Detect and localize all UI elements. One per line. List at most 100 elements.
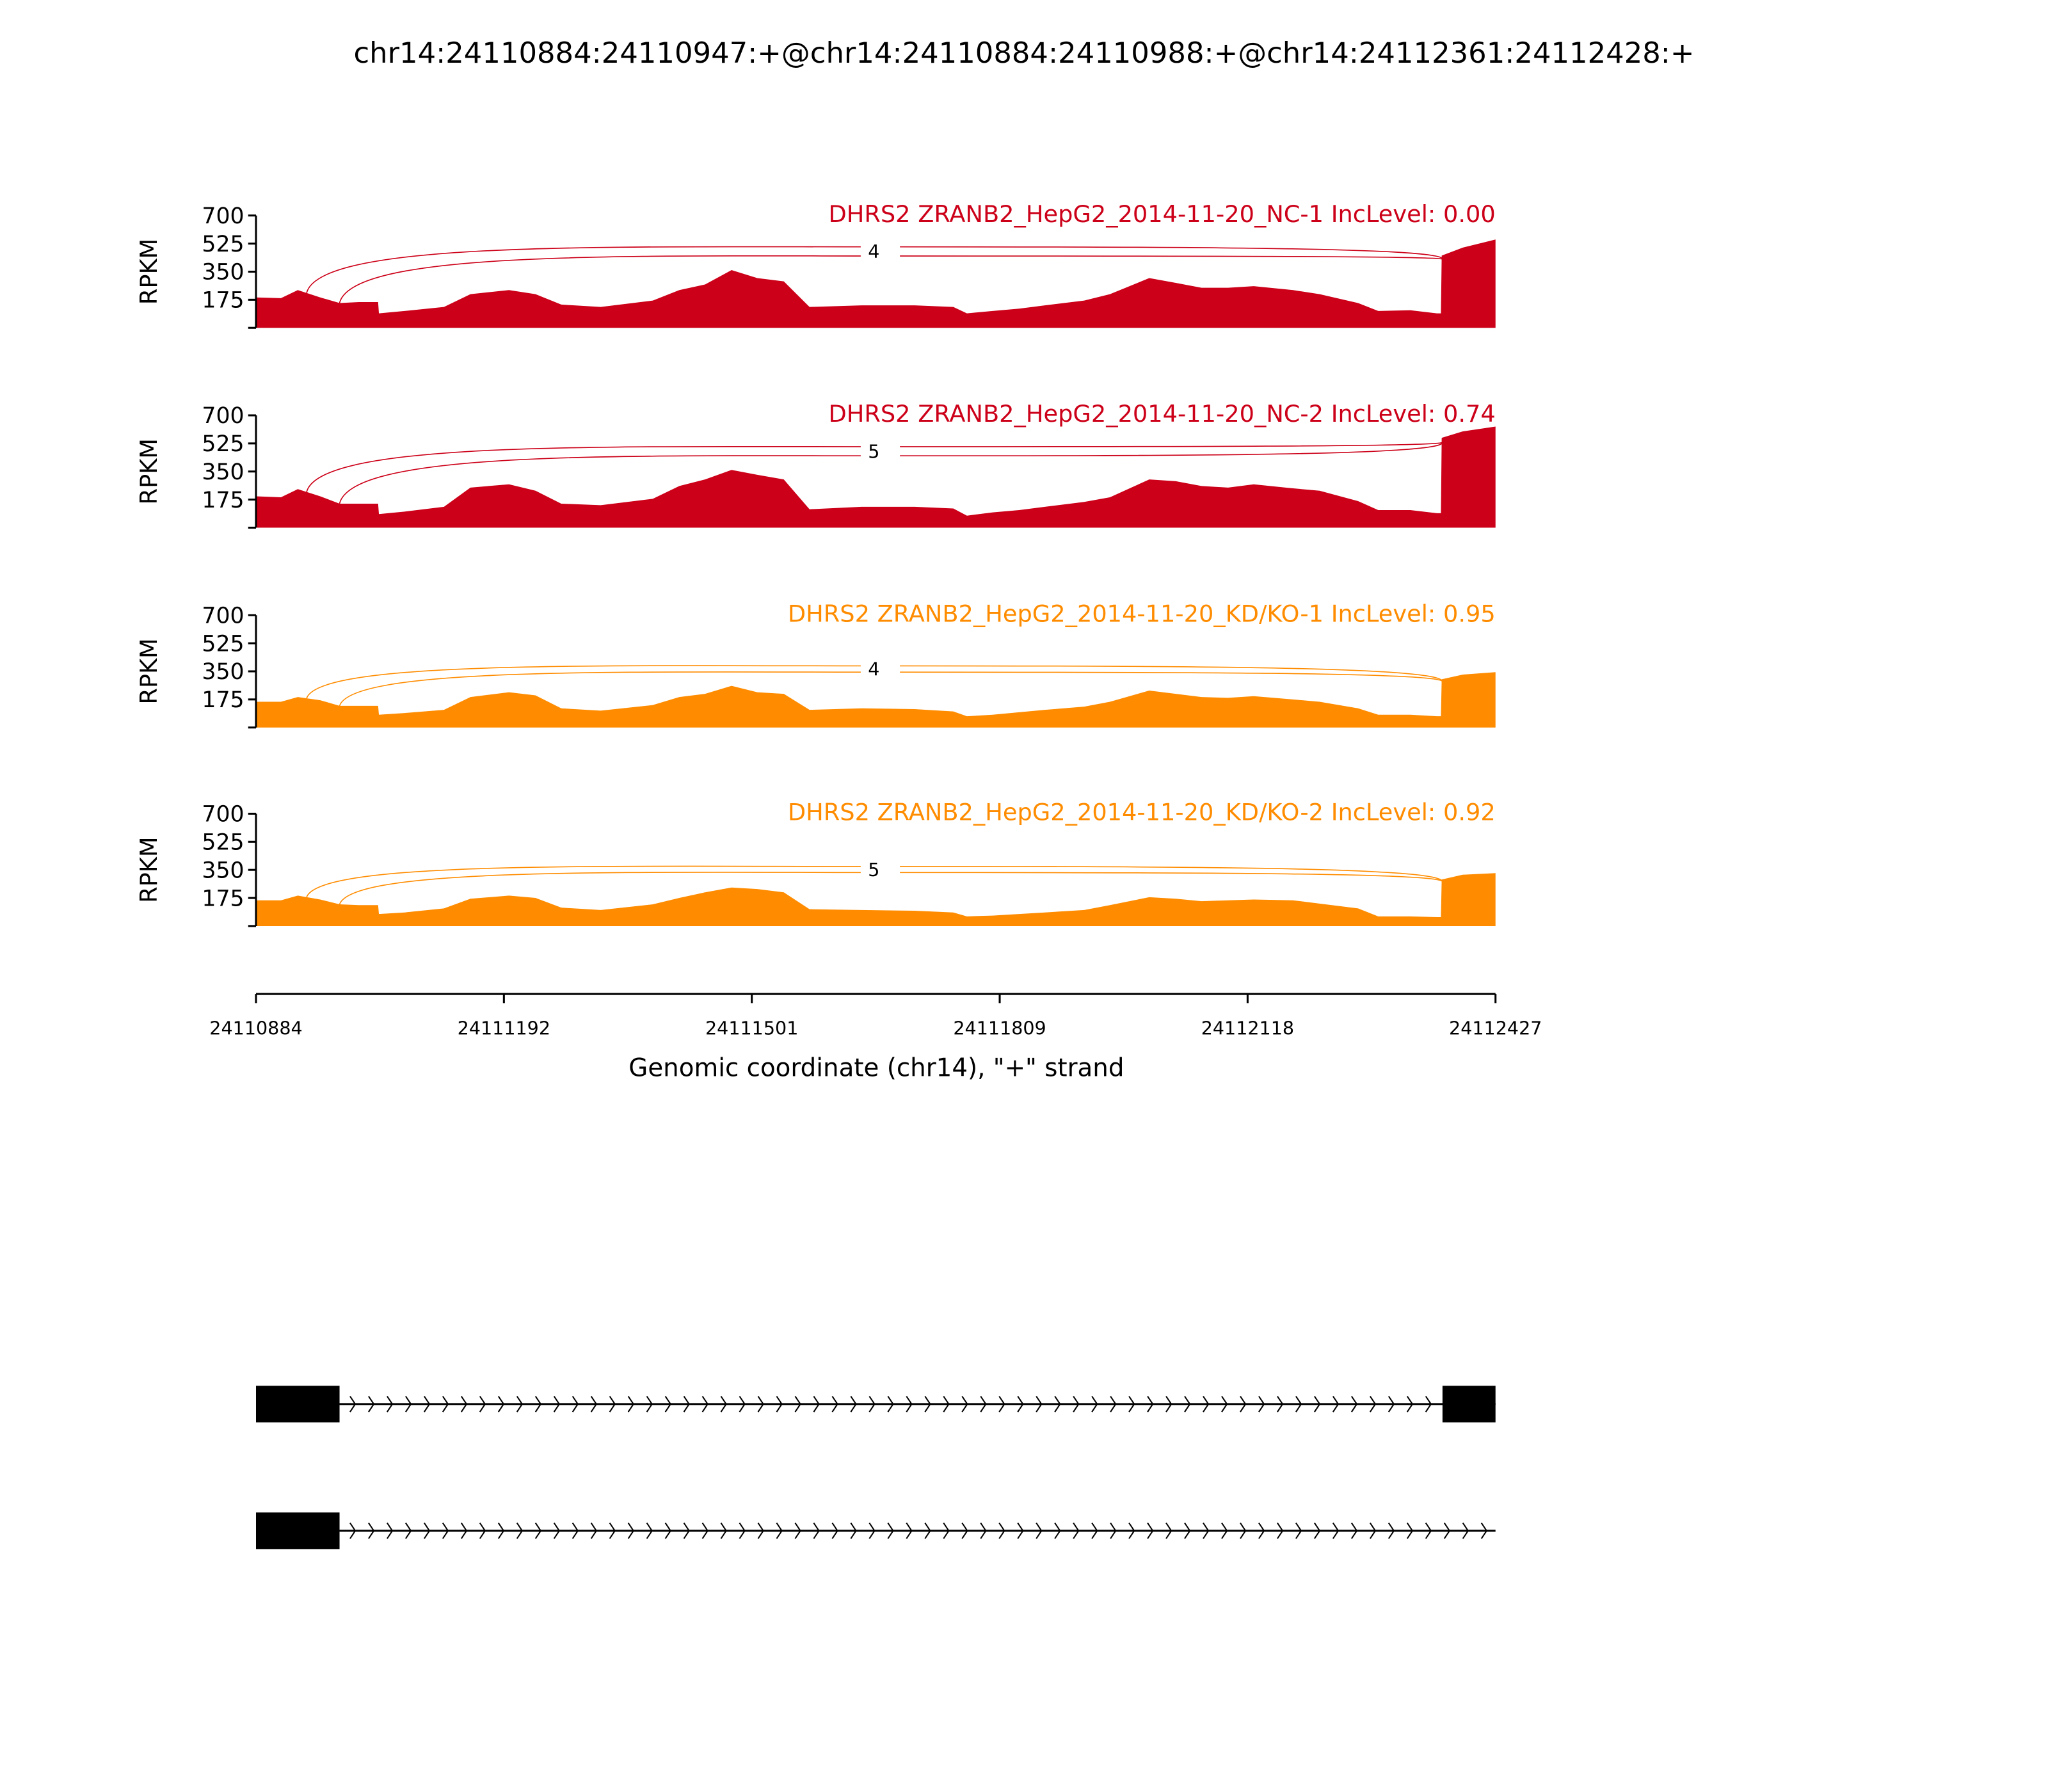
coverage-area — [256, 672, 1496, 728]
strand-arrow-icon — [664, 1523, 671, 1539]
strand-arrow-icon — [1295, 1396, 1302, 1412]
strand-arrow-icon — [683, 1396, 690, 1412]
strand-arrow-icon — [1258, 1396, 1265, 1412]
strand-arrow-icon — [887, 1396, 894, 1412]
exon-block — [256, 1512, 340, 1549]
strand-arrow-icon — [868, 1523, 876, 1539]
strand-arrow-icon — [1388, 1523, 1395, 1539]
strand-arrow-icon — [590, 1523, 598, 1539]
y-tick-label: 700 — [202, 204, 244, 229]
strand-arrow-icon — [1221, 1523, 1228, 1539]
y-tick-label: 350 — [202, 858, 244, 883]
strand-arrow-icon — [349, 1523, 356, 1539]
strand-arrow-icon — [1073, 1523, 1080, 1539]
strand-arrow-icon — [831, 1396, 838, 1412]
strand-arrow-icon — [1406, 1523, 1414, 1539]
strand-arrow-icon — [664, 1396, 671, 1412]
strand-arrow-icon — [757, 1396, 764, 1412]
strand-arrow-icon — [405, 1523, 412, 1539]
strand-arrow-icon — [1203, 1396, 1210, 1412]
figure-title: chr14:24110884:24110947:+@chr14:24110884… — [353, 36, 1694, 70]
junction-label-bg — [860, 239, 900, 264]
junction-label-bg — [860, 439, 900, 463]
y-tick-label: 175 — [202, 488, 244, 513]
y-tick-label: 700 — [202, 403, 244, 429]
strand-arrow-icon — [424, 1523, 431, 1539]
y-tick-label: 175 — [202, 687, 244, 713]
strand-arrow-icon — [1054, 1523, 1061, 1539]
x-axis: Genomic coordinate (chr14), "+" strand 2… — [209, 993, 1542, 1083]
y-tick-label: 525 — [202, 431, 244, 457]
strand-arrow-icon — [1147, 1523, 1154, 1539]
strand-arrow-icon — [776, 1523, 783, 1539]
strand-arrow-icon — [831, 1523, 838, 1539]
strand-arrow-icon — [850, 1396, 857, 1412]
strand-arrow-icon — [1406, 1396, 1414, 1412]
strand-arrow-icon — [627, 1396, 635, 1412]
strand-arrow-icon — [516, 1396, 524, 1412]
strand-arrow-icon — [1184, 1396, 1191, 1412]
strand-arrow-icon — [1091, 1396, 1098, 1412]
strand-arrow-icon — [497, 1523, 505, 1539]
track-1: 175 350 525 700 RPKM DHRS2 ZRANB2_HepG2_2014-… — [135, 200, 1496, 329]
strand-arrow-icon — [1314, 1396, 1321, 1412]
transcript-1 — [256, 1386, 1496, 1423]
strand-arrow-icon — [980, 1523, 987, 1539]
strand-arrow-icon — [1017, 1396, 1024, 1412]
junction-count-label: 4 — [868, 241, 879, 262]
strand-arrow-icon — [1184, 1523, 1191, 1539]
x-axis-label: Genomic coordinate (chr14), "+" strand — [628, 1054, 1124, 1083]
y-tick-label: 350 — [202, 460, 244, 485]
strand-arrow-icon — [1258, 1523, 1265, 1539]
strand-arrow-icon — [887, 1523, 894, 1539]
y-tick-label: 175 — [202, 288, 244, 314]
strand-arrow-icon — [646, 1396, 653, 1412]
y-tick-label: 525 — [202, 631, 244, 657]
strand-arrow-icon — [776, 1396, 783, 1412]
strand-arrow-icon — [1350, 1396, 1358, 1412]
coverage-area — [256, 239, 1496, 328]
strand-arrow-icon — [683, 1523, 690, 1539]
strand-arrow-icon — [534, 1396, 542, 1412]
strand-arrow-icon — [646, 1523, 653, 1539]
strand-arrow-icon — [924, 1396, 931, 1412]
strand-arrow-icon — [553, 1523, 561, 1539]
y-axis-label: RPKM — [135, 638, 163, 704]
exon-block — [256, 1386, 340, 1423]
strand-arrow-icon — [794, 1523, 801, 1539]
strand-arrow-icon — [1036, 1396, 1043, 1412]
strand-arrow-icon — [998, 1523, 1005, 1539]
strand-arrow-icon — [943, 1523, 950, 1539]
strand-arrow-icon — [1425, 1523, 1432, 1539]
strand-arrow-icon — [460, 1523, 468, 1539]
strand-arrow-icon — [1277, 1523, 1284, 1539]
strand-arrow-icon — [424, 1396, 431, 1412]
strand-arrow-icon — [1203, 1523, 1210, 1539]
strand-arrow-icon — [479, 1523, 486, 1539]
strand-arrow-icon — [850, 1523, 857, 1539]
transcript-2 — [256, 1512, 1496, 1549]
exon-block — [1442, 1386, 1496, 1423]
x-tick-label: 24111192 — [458, 1017, 550, 1039]
strand-arrow-icon — [868, 1396, 876, 1412]
y-axis-label: RPKM — [135, 836, 163, 902]
strand-arrow-icon — [1221, 1396, 1228, 1412]
strand-arrow-icon — [720, 1523, 727, 1539]
strand-arrow-icon — [534, 1523, 542, 1539]
track-title: DHRS2 ZRANB2_HepG2_2014-11-20_KD/KO-1 In… — [788, 600, 1496, 627]
strand-arrow-icon — [906, 1523, 913, 1539]
strand-arrow-icon — [906, 1396, 913, 1412]
strand-arrow-icon — [387, 1396, 394, 1412]
y-tick-label: 700 — [202, 603, 244, 628]
strand-arrow-icon — [961, 1396, 968, 1412]
strand-arrow-icon — [813, 1396, 820, 1412]
y-tick-label: 350 — [202, 260, 244, 285]
strand-arrow-icon — [1295, 1523, 1302, 1539]
strand-arrow-icon — [1277, 1396, 1284, 1412]
strand-arrow-icon — [572, 1396, 579, 1412]
strand-arrow-icon — [1091, 1523, 1098, 1539]
strand-arrow-icon — [627, 1523, 635, 1539]
